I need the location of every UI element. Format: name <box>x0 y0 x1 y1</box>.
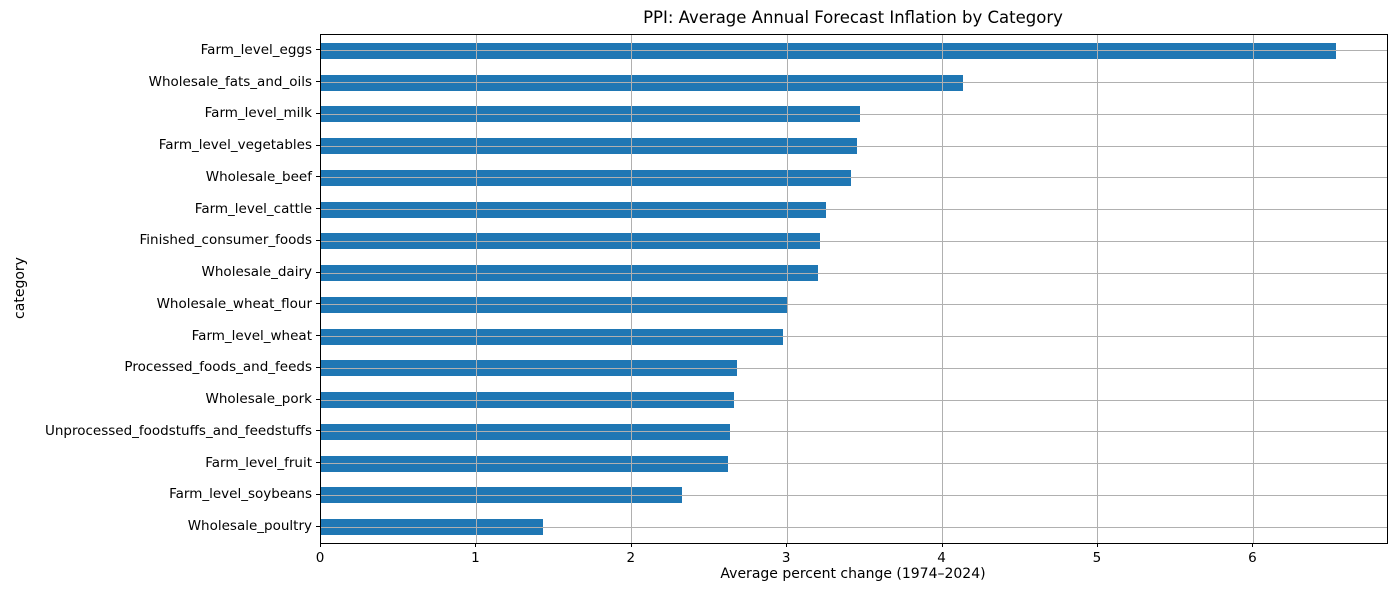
x-tick-mark <box>941 543 943 547</box>
horizontal-gridline <box>321 336 1387 338</box>
y-tick-label-Finished_consumer_foods: Finished_consumer_foods <box>139 232 312 249</box>
y-tick-label-Wholesale_dairy: Wholesale_dairy <box>201 264 312 281</box>
x-tick-mark <box>630 543 632 547</box>
y-tick-label-Farm_level_vegetables: Farm_level_vegetables <box>158 137 312 154</box>
x-tick-label: 6 <box>1248 550 1257 566</box>
x-tick-label: 2 <box>626 550 636 566</box>
y-tick-mark <box>316 525 320 527</box>
horizontal-gridline <box>321 494 1387 496</box>
x-tick-label: 4 <box>937 550 946 566</box>
y-tick-mark <box>316 366 320 368</box>
y-tick-label-Farm_level_soybeans: Farm_level_soybeans <box>169 486 312 503</box>
y-tick-mark <box>316 335 320 337</box>
horizontal-gridline <box>321 50 1387 52</box>
y-tick-label-Farm_level_fruit: Farm_level_fruit <box>205 454 312 471</box>
y-tick-label-Unprocessed_foodstuffs_and_feedstuffs: Unprocessed_foodstuffs_and_feedstuffs <box>44 422 312 439</box>
y-tick-label-Farm_level_wheat: Farm_level_wheat <box>191 327 312 344</box>
x-tick-mark <box>475 543 477 547</box>
horizontal-gridline <box>321 145 1387 147</box>
x-tick-label: 0 <box>315 550 325 566</box>
y-tick-mark <box>316 462 320 464</box>
y-tick-label-Farm_level_eggs: Farm_level_eggs <box>200 41 312 58</box>
x-tick-label: 1 <box>471 550 480 566</box>
vertical-gridline <box>1252 35 1254 543</box>
y-tick-mark <box>316 430 320 432</box>
x-tick-mark <box>786 543 788 547</box>
x-tick-mark <box>1096 543 1098 547</box>
y-tick-mark <box>316 81 320 83</box>
vertical-gridline <box>1097 35 1099 543</box>
horizontal-gridline <box>321 209 1387 211</box>
vertical-gridline <box>942 35 944 543</box>
horizontal-gridline <box>321 240 1387 242</box>
y-tick-mark <box>316 208 320 210</box>
horizontal-gridline <box>321 82 1387 84</box>
y-tick-label-Processed_foods_and_feeds: Processed_foods_and_feeds <box>124 359 312 376</box>
y-tick-label-Wholesale_fats_and_oils: Wholesale_fats_and_oils <box>148 73 312 90</box>
y-tick-label-Wholesale_poultry: Wholesale_poultry <box>187 518 312 535</box>
horizontal-gridline <box>321 399 1387 401</box>
x-tick-mark <box>320 543 321 547</box>
horizontal-gridline <box>321 272 1387 274</box>
x-tick-label: 3 <box>781 550 791 566</box>
y-tick-mark <box>316 144 320 146</box>
x-tick-label: 5 <box>1092 550 1102 566</box>
horizontal-gridline <box>321 463 1387 465</box>
y-tick-label-Farm_level_milk: Farm_level_milk <box>204 105 312 122</box>
x-axis-label: Average percent change (1974–2024) <box>720 566 986 582</box>
horizontal-gridline <box>321 526 1387 528</box>
vertical-gridline <box>786 35 788 543</box>
y-tick-mark <box>316 493 320 495</box>
y-tick-mark <box>316 398 320 400</box>
vertical-gridline <box>475 35 477 543</box>
y-tick-mark <box>316 49 320 51</box>
y-tick-mark <box>316 239 320 241</box>
x-tick-mark <box>1252 543 1254 547</box>
plot-area <box>320 34 1388 544</box>
y-tick-label-Wholesale_beef: Wholesale_beef <box>205 168 312 185</box>
y-tick-mark <box>316 303 320 305</box>
horizontal-gridline <box>321 304 1387 306</box>
y-tick-label-Wholesale_pork: Wholesale_pork <box>205 391 312 408</box>
y-tick-label-Farm_level_cattle: Farm_level_cattle <box>194 200 312 217</box>
y-tick-mark <box>316 112 320 114</box>
y-tick-mark <box>316 176 320 178</box>
horizontal-gridline <box>321 431 1387 433</box>
horizontal-gridline <box>321 177 1387 179</box>
horizontal-gridline <box>321 113 1387 115</box>
horizontal-gridline <box>321 367 1387 369</box>
chart-title: PPI: Average Annual Forecast Inflation b… <box>643 8 1063 27</box>
y-tick-label-Wholesale_wheat_flour: Wholesale_wheat_flour <box>156 295 312 312</box>
vertical-gridline <box>631 35 633 543</box>
y-tick-mark <box>316 271 320 273</box>
